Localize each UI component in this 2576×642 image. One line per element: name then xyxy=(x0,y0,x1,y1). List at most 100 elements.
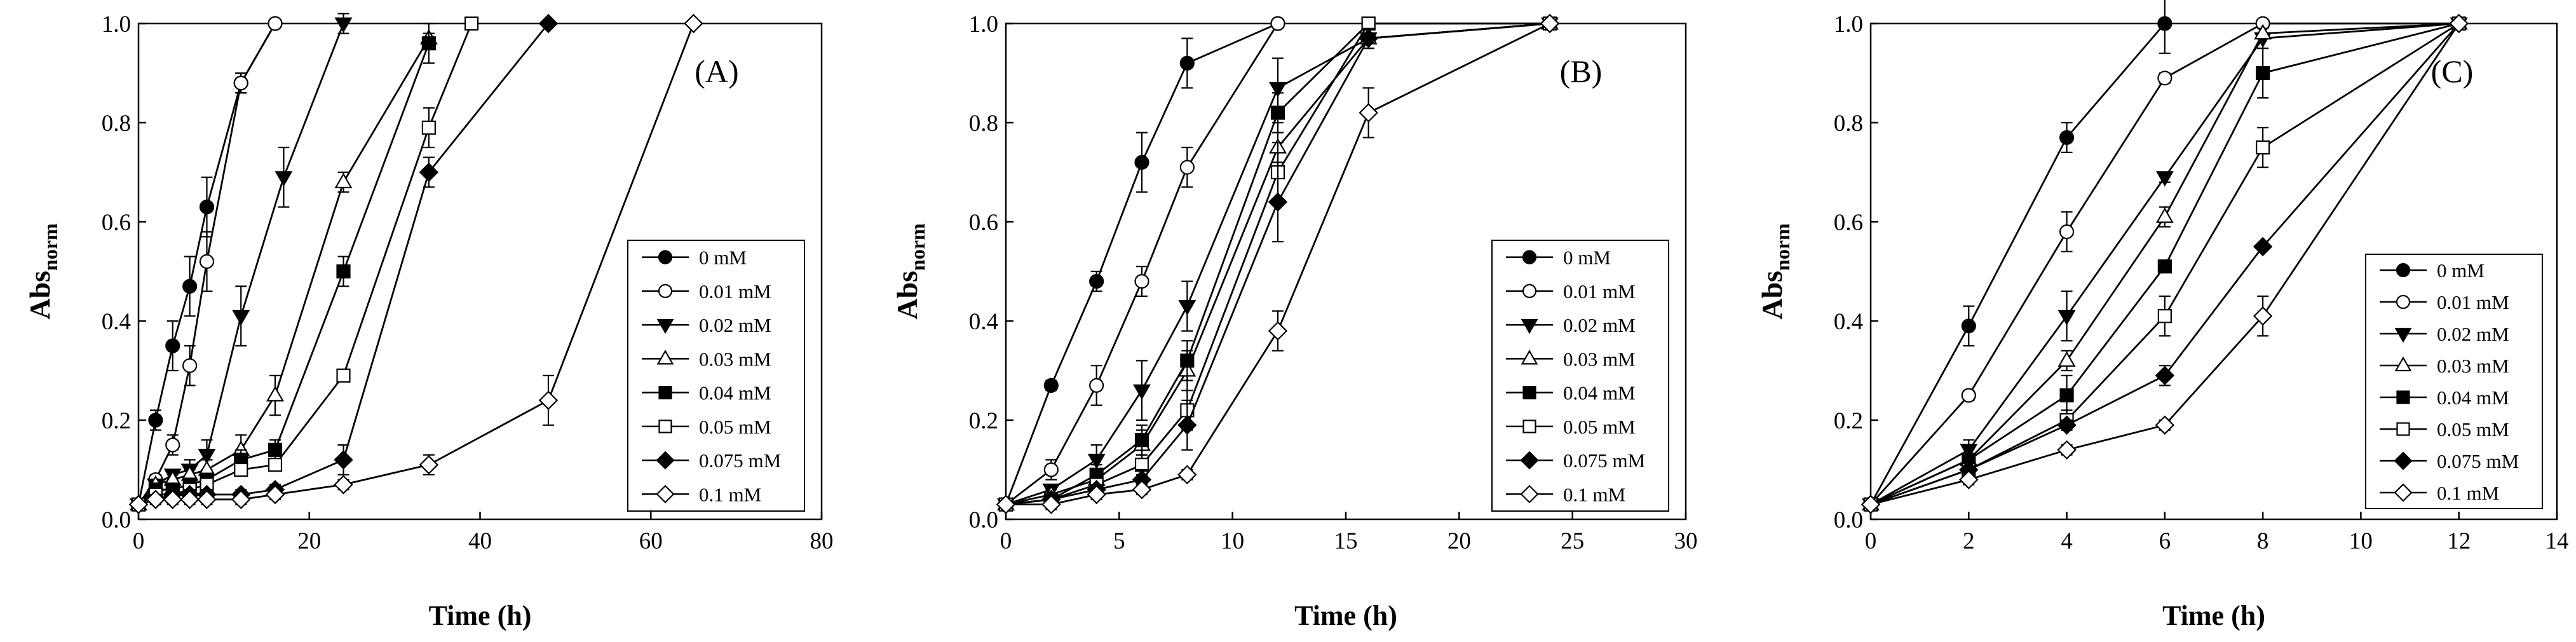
y-tick-label: 0.2 xyxy=(969,408,998,434)
y-tick-label: 0.2 xyxy=(102,408,131,434)
data-point xyxy=(1359,103,1378,123)
legend-label: 0.02 mM xyxy=(699,314,771,336)
data-point xyxy=(275,171,293,187)
data-point xyxy=(419,162,439,182)
data-point xyxy=(146,489,166,510)
data-point xyxy=(1861,495,1881,514)
legend-box xyxy=(2365,254,2543,509)
x-tick-label: 25 xyxy=(1561,528,1584,554)
legend-label: 0.01 mM xyxy=(699,280,771,303)
y-axis-label-main: Abs xyxy=(24,271,56,320)
y-tick-label: 0.0 xyxy=(1834,507,1863,533)
data-point xyxy=(182,358,198,373)
data-point xyxy=(1134,433,1149,447)
data-point xyxy=(421,120,436,135)
data-point xyxy=(266,386,284,402)
legend-label: 0.03 mM xyxy=(2437,355,2509,377)
data-point xyxy=(2254,24,2272,40)
series-line xyxy=(138,23,550,505)
series-0_01-mM xyxy=(131,16,283,512)
data-point xyxy=(1043,462,1059,477)
legend-marker xyxy=(658,386,672,400)
data-point xyxy=(2057,440,2077,460)
data-point xyxy=(1089,274,1104,289)
series-0_01-mM xyxy=(998,16,1285,512)
data-point xyxy=(1961,318,1976,334)
y-axis-label-main: Abs xyxy=(891,271,923,320)
x-tick-label: 12 xyxy=(2447,528,2471,554)
x-tick-label: 15 xyxy=(1334,528,1358,554)
x-tick-label: 60 xyxy=(639,528,663,554)
data-point xyxy=(2059,388,2074,403)
data-point xyxy=(684,13,703,34)
data-point xyxy=(538,13,559,34)
x-tick-label: 6 xyxy=(2159,528,2171,554)
data-point xyxy=(2253,306,2273,326)
data-point xyxy=(198,449,216,465)
legend-label: 0.05 mM xyxy=(1563,416,1636,438)
data-point xyxy=(1177,415,1197,435)
legend-marker xyxy=(2396,294,2411,310)
y-tick-label: 1.0 xyxy=(969,11,998,38)
data-point xyxy=(996,495,1016,514)
legend: 0 mM 0.01 mM 0.02 mM 0.03 mM 0.04 mM 0.05 mM 0… xyxy=(1491,240,1669,512)
x-tick-label: 20 xyxy=(297,528,321,554)
data-point xyxy=(2253,236,2273,257)
data-point xyxy=(128,495,149,514)
data-point xyxy=(334,450,353,470)
legend-label: 0.1 mM xyxy=(699,483,761,505)
data-point xyxy=(197,489,217,510)
legend: 0 mM 0.01 mM 0.02 mM 0.03 mM 0.04 mM 0.05 mM 0… xyxy=(627,240,805,512)
legend-marker xyxy=(658,283,673,298)
series-0_05-mM xyxy=(131,16,479,512)
legend-label: 0.075 mM xyxy=(2437,450,2519,472)
data-point xyxy=(2057,310,2076,326)
y-axis-label: Absnorm xyxy=(1756,223,1794,320)
legend-label: 0.04 mM xyxy=(2437,386,2509,409)
data-point xyxy=(2155,171,2174,187)
legend-marker xyxy=(1521,350,1538,365)
y-axis-label-subscript: norm xyxy=(39,223,62,271)
legend-marker xyxy=(2396,263,2411,278)
x-tick-label: 20 xyxy=(1447,528,1471,554)
data-point xyxy=(1179,55,1195,71)
y-tick-label: 0.8 xyxy=(969,111,998,137)
legend-marker xyxy=(1522,283,1537,298)
series-line xyxy=(1005,22,1550,505)
legend-marker xyxy=(656,319,674,334)
legend-label: 0.1 mM xyxy=(1563,483,1625,505)
legend-label: 0.05 mM xyxy=(699,416,771,438)
series-0_03-mM xyxy=(130,29,438,511)
series-line xyxy=(1005,22,1278,505)
legend-marker xyxy=(2396,390,2410,404)
data-point xyxy=(538,390,559,411)
x-axis-label: Time (h) xyxy=(2162,600,2265,631)
data-point xyxy=(336,264,351,279)
legend-marker xyxy=(1522,386,1536,400)
plot-frame xyxy=(1869,22,2558,521)
legend-marker xyxy=(1520,484,1539,503)
legend-label: 0.03 mM xyxy=(1563,348,1636,370)
y-tick-label: 0.6 xyxy=(1834,210,1863,236)
data-point xyxy=(2157,71,2173,86)
data-point xyxy=(265,484,285,505)
legend-marker xyxy=(2394,483,2413,502)
data-point xyxy=(1087,453,1106,470)
legend-marker xyxy=(1522,250,1537,264)
series-line xyxy=(137,38,430,505)
data-point xyxy=(182,278,198,294)
x-tick-label: 8 xyxy=(2257,528,2269,554)
y-axis-label-subscript: norm xyxy=(906,223,929,271)
x-tick-label: 30 xyxy=(1674,528,1698,554)
legend-label: 0.01 mM xyxy=(2437,291,2509,313)
series-line xyxy=(1869,23,2166,505)
legend-label: 0.01 mM xyxy=(1563,280,1636,303)
data-point xyxy=(165,437,180,453)
legend-label: 0.04 mM xyxy=(699,382,771,404)
panel-label: (A) xyxy=(695,53,738,89)
legend-label: 0.03 mM xyxy=(699,348,771,370)
data-point xyxy=(1961,388,1976,403)
x-tick-label: 0 xyxy=(1865,528,1877,554)
data-point xyxy=(199,254,215,269)
data-point xyxy=(1268,192,1288,212)
